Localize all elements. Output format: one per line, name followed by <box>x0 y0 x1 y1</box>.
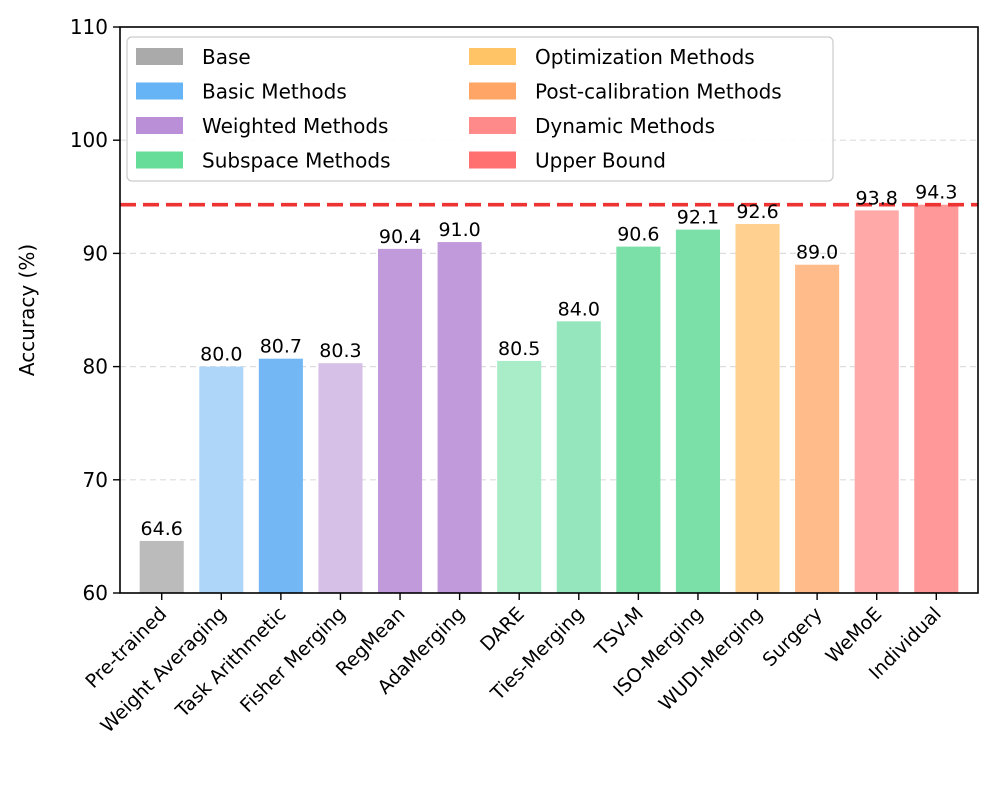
bar-ties-merging <box>556 321 601 593</box>
bar-wudi-merging <box>735 223 780 593</box>
y-tick-label: 110 <box>70 15 108 39</box>
x-tick-label: Task Arithmetic <box>171 603 291 723</box>
x-tick-label: TSV-M <box>590 603 648 661</box>
bar-value-label: 80.7 <box>260 336 302 358</box>
bar-fisher-merging <box>318 363 363 593</box>
gridlines <box>120 139 978 481</box>
y-tick-label: 70 <box>83 468 108 492</box>
legend-label: Base <box>202 45 251 69</box>
bar-value-label: 90.4 <box>379 226 421 248</box>
bar-pre-trained <box>139 540 184 593</box>
legend-label: Dynamic Methods <box>535 114 715 138</box>
bar-value-label: 64.6 <box>141 518 183 540</box>
x-tick-label: WUDI-Merging <box>655 603 767 715</box>
legend-label: Weighted Methods <box>202 114 388 138</box>
y-tick-label: 80 <box>83 355 108 379</box>
y-tick-label: 60 <box>83 581 108 605</box>
bars <box>139 204 959 594</box>
legend: Base Basic Methods Weighted Methods Subspac… <box>126 36 834 182</box>
bar-task-arithmetic <box>258 358 303 593</box>
bar-value-label: 90.6 <box>617 224 659 246</box>
bar-value-label: 94.3 <box>915 182 957 204</box>
bar-dare <box>497 360 542 593</box>
bar-weight-averaging <box>199 366 244 593</box>
legend-swatch <box>136 48 183 65</box>
bar-value-labels: 64.6 80.0 80.7 80.3 90.4 91.0 80.5 84.0 90.6 92.1… <box>141 182 958 540</box>
bar-tsv-m <box>616 246 661 593</box>
bar-value-label: 92.1 <box>677 207 719 229</box>
x-tick-label: Surgery <box>759 603 827 671</box>
bar-value-label: 84.0 <box>558 298 600 320</box>
legend-label: Basic Methods <box>202 80 347 104</box>
legend-swatch <box>469 117 516 134</box>
bar-adamerging <box>437 242 482 593</box>
legend-label: Optimization Methods <box>535 45 755 69</box>
legend-swatch <box>469 151 516 169</box>
bar-value-label: 80.5 <box>498 338 540 360</box>
bar-value-label: 91.0 <box>438 219 480 241</box>
y-tick-label: 90 <box>83 241 108 265</box>
bar-wemoe <box>854 210 899 593</box>
x-tick-label: DARE <box>476 603 529 656</box>
bar-value-label: 80.0 <box>200 344 242 366</box>
legend-label: Upper Bound <box>535 149 666 173</box>
bar-surgery <box>795 264 840 593</box>
y-axis-label: Accuracy (%) <box>15 244 39 376</box>
bar-value-label: 92.6 <box>736 201 778 223</box>
legend-label: Subspace Methods <box>202 149 391 173</box>
bar-individual <box>914 204 959 593</box>
bar-regmean <box>377 248 423 593</box>
legend-swatch <box>469 48 516 65</box>
plot-area-frame <box>119 26 979 594</box>
bar-value-label: 80.3 <box>319 340 361 362</box>
legend-swatch <box>469 82 516 100</box>
legend-label: Post-calibration Methods <box>535 80 782 104</box>
x-tick-label: Fisher Merging <box>236 603 350 717</box>
legend-frame <box>126 36 834 182</box>
legend-swatch <box>136 117 183 134</box>
y-tick-label: 100 <box>70 128 108 152</box>
bar-iso-merging <box>675 229 721 594</box>
bar-value-label: 93.8 <box>856 187 898 209</box>
legend-swatch <box>136 82 183 100</box>
legend-swatch <box>136 151 183 169</box>
bar-value-label: 89.0 <box>796 242 838 264</box>
